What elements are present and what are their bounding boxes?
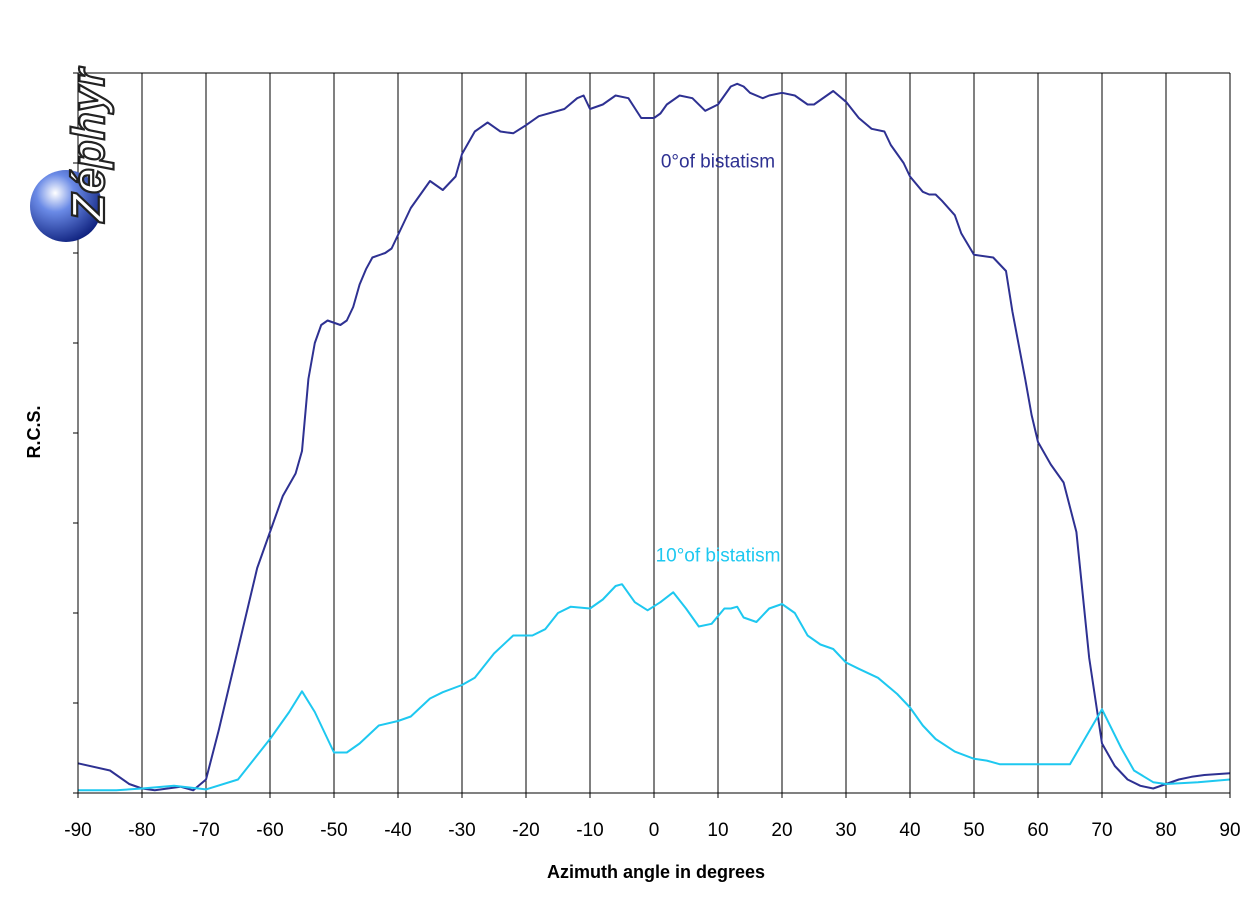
logo-sphere-icon <box>30 170 102 242</box>
x-tick-label: 10 <box>707 820 728 841</box>
x-tick-label: 60 <box>1027 820 1048 841</box>
x-tick-label: -80 <box>128 820 155 841</box>
x-tick-label: 30 <box>835 820 856 841</box>
x-tick-label: -30 <box>448 820 475 841</box>
x-tick-label: -50 <box>320 820 347 841</box>
axes: -90 -80 -70 -60 -50 -40 -30 -20 -10 0 10 20 30 40 50 60… <box>64 72 1241 841</box>
series-label-0: 0°of bistatism <box>661 152 775 173</box>
x-tick-label: 50 <box>963 820 984 841</box>
series-label-1: 10°of bistatism <box>656 546 781 567</box>
x-tick-label: 80 <box>1155 820 1176 841</box>
x-tick-label: 40 <box>899 820 920 841</box>
series-group <box>77 82 1231 792</box>
x-tick-label: 20 <box>771 820 792 841</box>
series-line-0 <box>77 82 1231 792</box>
x-tick-label: -40 <box>384 820 411 841</box>
x-tick-label: 70 <box>1091 820 1112 841</box>
x-tick-label: -90 <box>64 820 91 841</box>
x-tick-label: -20 <box>512 820 539 841</box>
y-axis-title: R.C.S. <box>24 405 44 458</box>
x-tick-label: 0 <box>649 820 660 841</box>
labels: 0°of bistatism 10°of bistatism <box>656 152 781 567</box>
x-tick-label: 90 <box>1219 820 1240 841</box>
logo-text: Zéphyr <box>62 67 114 224</box>
zephyr-logo: Zéphyr <box>30 65 115 242</box>
series-line-1 <box>78 583 1231 792</box>
x-tick-label: -60 <box>256 820 283 841</box>
grid <box>141 73 1167 793</box>
x-axis-title: Azimuth angle in degrees <box>547 862 765 882</box>
x-tick-label: -10 <box>576 820 603 841</box>
x-tick-label: -70 <box>192 820 219 841</box>
